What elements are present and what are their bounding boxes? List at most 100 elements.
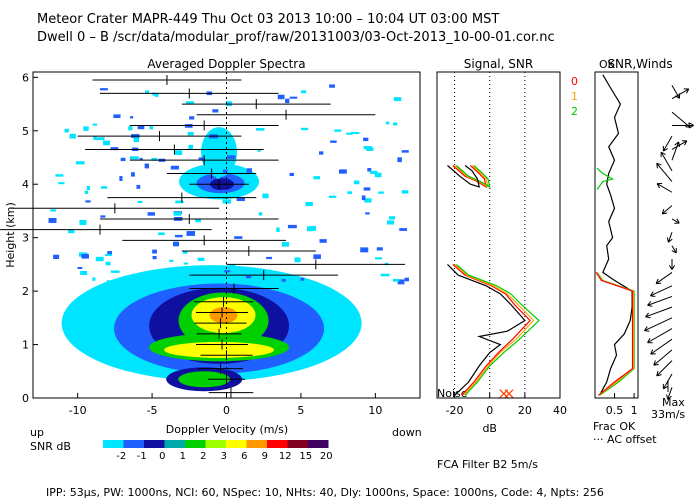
echo-speckle (392, 122, 398, 126)
echo-speckle (404, 277, 409, 282)
spectra-x-tick-label: 0 (223, 404, 230, 417)
echo-speckle (224, 274, 232, 279)
colorbar-label: 2 (200, 451, 206, 462)
echo-speckle (119, 176, 123, 181)
wind-arrow-shaft (671, 111, 691, 128)
echo-speckle (401, 150, 409, 153)
wind-arrow-head (666, 237, 673, 243)
spectra-y-tick-label: 2 (22, 285, 29, 298)
echo-speckle (305, 202, 313, 207)
echo-speckle (158, 232, 165, 236)
echo-speckle (328, 195, 337, 198)
echo-speckle (110, 147, 119, 151)
echo-speckle (376, 247, 383, 251)
wind-arrow-head (656, 370, 662, 377)
echo-speckle (152, 92, 156, 96)
wind-arrow-shaft (653, 349, 673, 366)
spectra-x-tick-label: -10 (69, 404, 87, 417)
spectra-y-tick-label: 3 (22, 232, 29, 245)
wind-arrow-shaft (661, 205, 673, 215)
colorbar-swatch (123, 440, 144, 448)
echo-speckle (392, 278, 400, 282)
wind-arrow-head (662, 146, 669, 152)
wind-arrow-head (662, 383, 669, 390)
wind-arrow-head (647, 301, 653, 307)
wind-arrow-shaft (647, 295, 673, 306)
snr-x-tick-label: -20 (446, 404, 464, 417)
wind-arrow-head (683, 88, 690, 94)
up-label: up (30, 426, 44, 439)
echo-speckle (101, 186, 108, 189)
echo-speckle (226, 155, 236, 159)
echo-speckle (93, 136, 97, 140)
frac-series-frac_ok (600, 74, 633, 393)
wind-arrow-head (685, 122, 691, 128)
echo-speckle (95, 137, 105, 141)
echo-speckle (364, 198, 372, 203)
snr-x-tick-label: 0 (486, 404, 493, 417)
wind-arrow-shaft (671, 141, 680, 161)
echo-speckle (86, 185, 90, 191)
echo-speckle (366, 147, 374, 151)
echo-speckle (205, 265, 212, 270)
echo-speckle (169, 259, 174, 262)
wind-arrow-head (656, 183, 663, 189)
echo-speckle (397, 279, 405, 285)
wind-arrow-shaft (655, 272, 673, 284)
wind-arrow-head (655, 278, 662, 285)
echo-speckle (378, 191, 384, 194)
echo-speckle (257, 149, 261, 152)
echo-speckle (329, 84, 335, 88)
echo-speckle (130, 156, 139, 160)
colorbar-label: 9 (262, 451, 268, 462)
echo-speckle (397, 157, 402, 163)
echo-speckle (306, 226, 313, 232)
echo-core-orange (209, 307, 238, 324)
echo-speckle (262, 274, 267, 278)
ac-offset-label: ··· AC offset (593, 433, 657, 446)
max-speed-label: 33m/s (651, 408, 686, 421)
echo-speckle (130, 172, 135, 177)
spectra-x-tick-label: -5 (147, 404, 158, 417)
wind-arrow-shaft (656, 360, 673, 377)
header-file-path: Dwell 0 – B /scr/data/modular_prof/raw/2… (37, 30, 555, 45)
colorbar-swatch (308, 440, 329, 448)
echo-speckle (189, 116, 195, 120)
wind-arrow-head (674, 218, 680, 224)
wind-arrow-head (644, 326, 650, 332)
echo-speckle (289, 172, 294, 177)
echo-speckle (285, 98, 290, 104)
echo-speckle (152, 249, 157, 254)
spectra-y-tick-label: 6 (22, 71, 29, 84)
echo-speckle (83, 126, 89, 131)
echo-speckle (385, 121, 390, 125)
wind-arrow-head (668, 265, 676, 270)
spectra-y-label: Height (km) (4, 202, 17, 268)
echo-speckle (401, 190, 409, 194)
echo-speckle (363, 146, 373, 150)
echo-speckle (399, 228, 407, 231)
footer-params: IPP: 53μs, PW: 1000ns, NCI: 60, NSpec: 1… (46, 486, 604, 499)
echo-speckle (294, 257, 301, 263)
echo-speckle (198, 157, 205, 160)
spectra-title: Averaged Doppler Spectra (147, 57, 305, 71)
echo-speckle (154, 92, 159, 97)
echo-speckle (313, 254, 321, 259)
wind-arrow-shaft (662, 135, 673, 152)
colorbar-swatch (246, 440, 267, 448)
echo-speckle (170, 165, 179, 170)
echo-speckle (212, 109, 219, 113)
echo-speckle (301, 90, 307, 94)
echo-speckle (55, 174, 64, 177)
frac-series-snr_orange (596, 272, 634, 396)
wind-arrow-head (653, 360, 659, 366)
snr-series-2 (455, 165, 540, 396)
echo-speckle (334, 129, 342, 132)
echo-speckle (246, 168, 252, 173)
spectra-y-tick-label: 4 (22, 178, 29, 191)
winds-title: SNR,Winds (607, 57, 672, 71)
echo-speckle (100, 215, 106, 218)
colorbar-swatch (226, 440, 247, 448)
echo-speckle (353, 180, 360, 185)
echo-speckle (92, 277, 96, 281)
